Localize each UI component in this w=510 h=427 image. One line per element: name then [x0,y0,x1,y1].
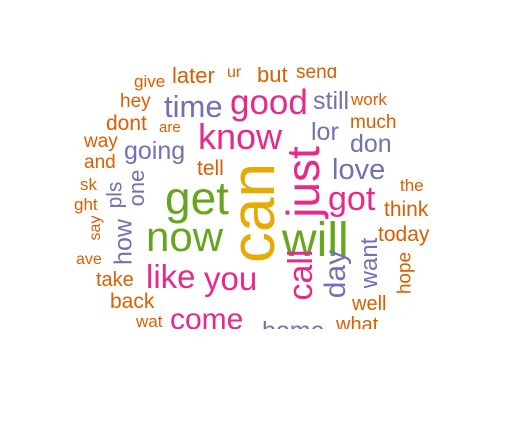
word-one: one [124,169,149,207]
word-have: ave [76,251,102,268]
word-now: now [146,213,224,260]
word-dont: dont [106,112,147,135]
word-and: and [84,152,116,173]
word-still: still [313,87,350,115]
word-pls: pls [103,181,127,209]
word-take: take [96,269,134,291]
word-don: don [350,130,392,158]
word-today: today [378,223,430,246]
word-ur: ur [227,67,242,81]
word-want: want [356,237,383,289]
word-night: ght [74,195,98,214]
word-come: come [170,303,244,330]
word-tell: tell [197,157,224,180]
word-give: give [134,72,166,91]
word-you: you [204,260,258,297]
word-hope: hope [394,251,416,295]
word-send: send [296,67,338,83]
word-the: the [400,176,424,195]
word-got: got [328,180,376,218]
word-lor: lor [311,118,339,146]
word-how: how [109,219,138,265]
word-call: call [282,249,320,301]
word-will: will [282,214,349,267]
word-day: day [319,249,352,299]
word-are: are [159,119,181,136]
word-hey: hey [120,91,151,112]
word-love: love [332,154,386,186]
word-going: going [124,137,186,165]
word-like: like [146,258,196,295]
word-think: think [384,198,429,221]
word-work: work [351,90,387,109]
word-time: time [164,89,223,124]
word-wat: wat [136,312,163,329]
word-home: home [262,319,325,330]
word-but: but [257,67,288,87]
word-back: back [110,290,155,313]
word-can: can [219,163,288,263]
word-just: just [277,146,329,218]
word-what: what [336,314,379,329]
word-later: later [172,67,215,88]
word-ask: sk [80,175,97,194]
word-know: know [198,116,283,157]
word-well: well [352,293,387,315]
word-much: much [350,112,397,133]
word-good: good [230,83,308,122]
word-way: way [84,131,118,152]
word-cloud-area: give later ur but send hey time good sti… [60,67,430,329]
word-say: say [87,215,104,241]
word-get: get [165,172,229,224]
